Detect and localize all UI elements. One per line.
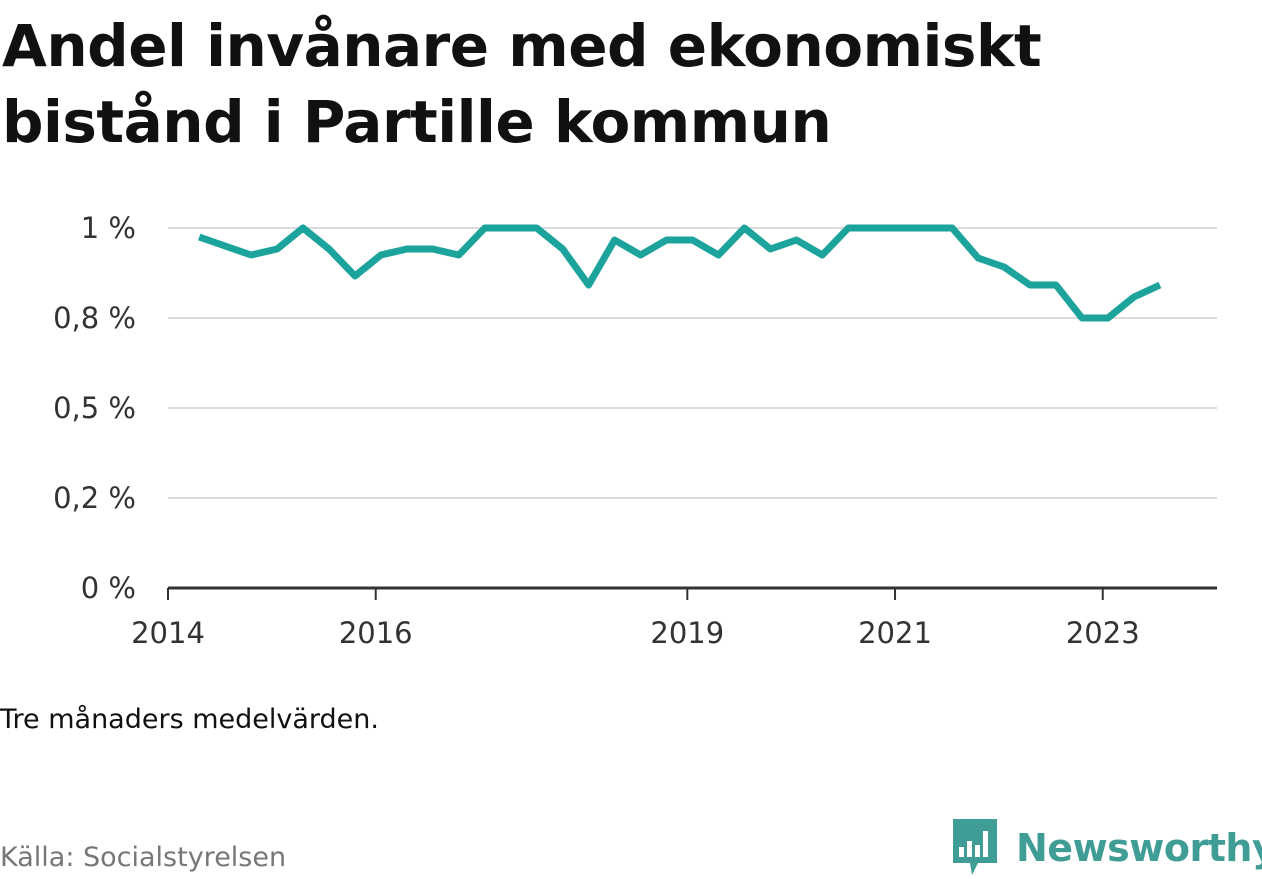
series-group — [198, 224, 1162, 322]
series-line — [198, 224, 1162, 322]
grid-lines — [168, 227, 1217, 499]
x-tick-label: 2021 — [858, 616, 932, 650]
x-tick-label: 2019 — [650, 616, 724, 650]
chart-title: Andel invånare med ekonomiskt bistånd i … — [2, 12, 1042, 156]
y-tick-label: 0 % — [81, 571, 136, 605]
brand-logo: Newsworthy — [950, 818, 1262, 878]
brand-name: Newsworthy — [1016, 826, 1262, 870]
x-axis-labels: 2014 2016 2019 2021 2023 — [131, 588, 1140, 650]
y-axis-labels: 0 % 0,2 % 0,5 % 0,8 % 1 % — [53, 211, 136, 605]
chart-note: Tre månaders medelvärden. — [0, 704, 379, 735]
y-tick-label: 0,8 % — [53, 301, 136, 335]
line-chart: 0 %0,2 %0,5 %0,8 %1 % 2014 2016 2019 2021 20… — [53, 211, 1217, 650]
y-tick-label: 1 % — [81, 211, 136, 245]
y-tick-label: 0,2 % — [53, 481, 136, 515]
y-tick-label: 0,5 % — [53, 391, 136, 425]
x-tick-label: 2023 — [1066, 616, 1140, 650]
x-tick-label: 2016 — [339, 616, 413, 650]
source-credit: Källa: Socialstyrelsen — [0, 842, 287, 873]
newsworthy-logo-icon — [953, 819, 997, 875]
x-tick-label: 2014 — [131, 616, 205, 650]
